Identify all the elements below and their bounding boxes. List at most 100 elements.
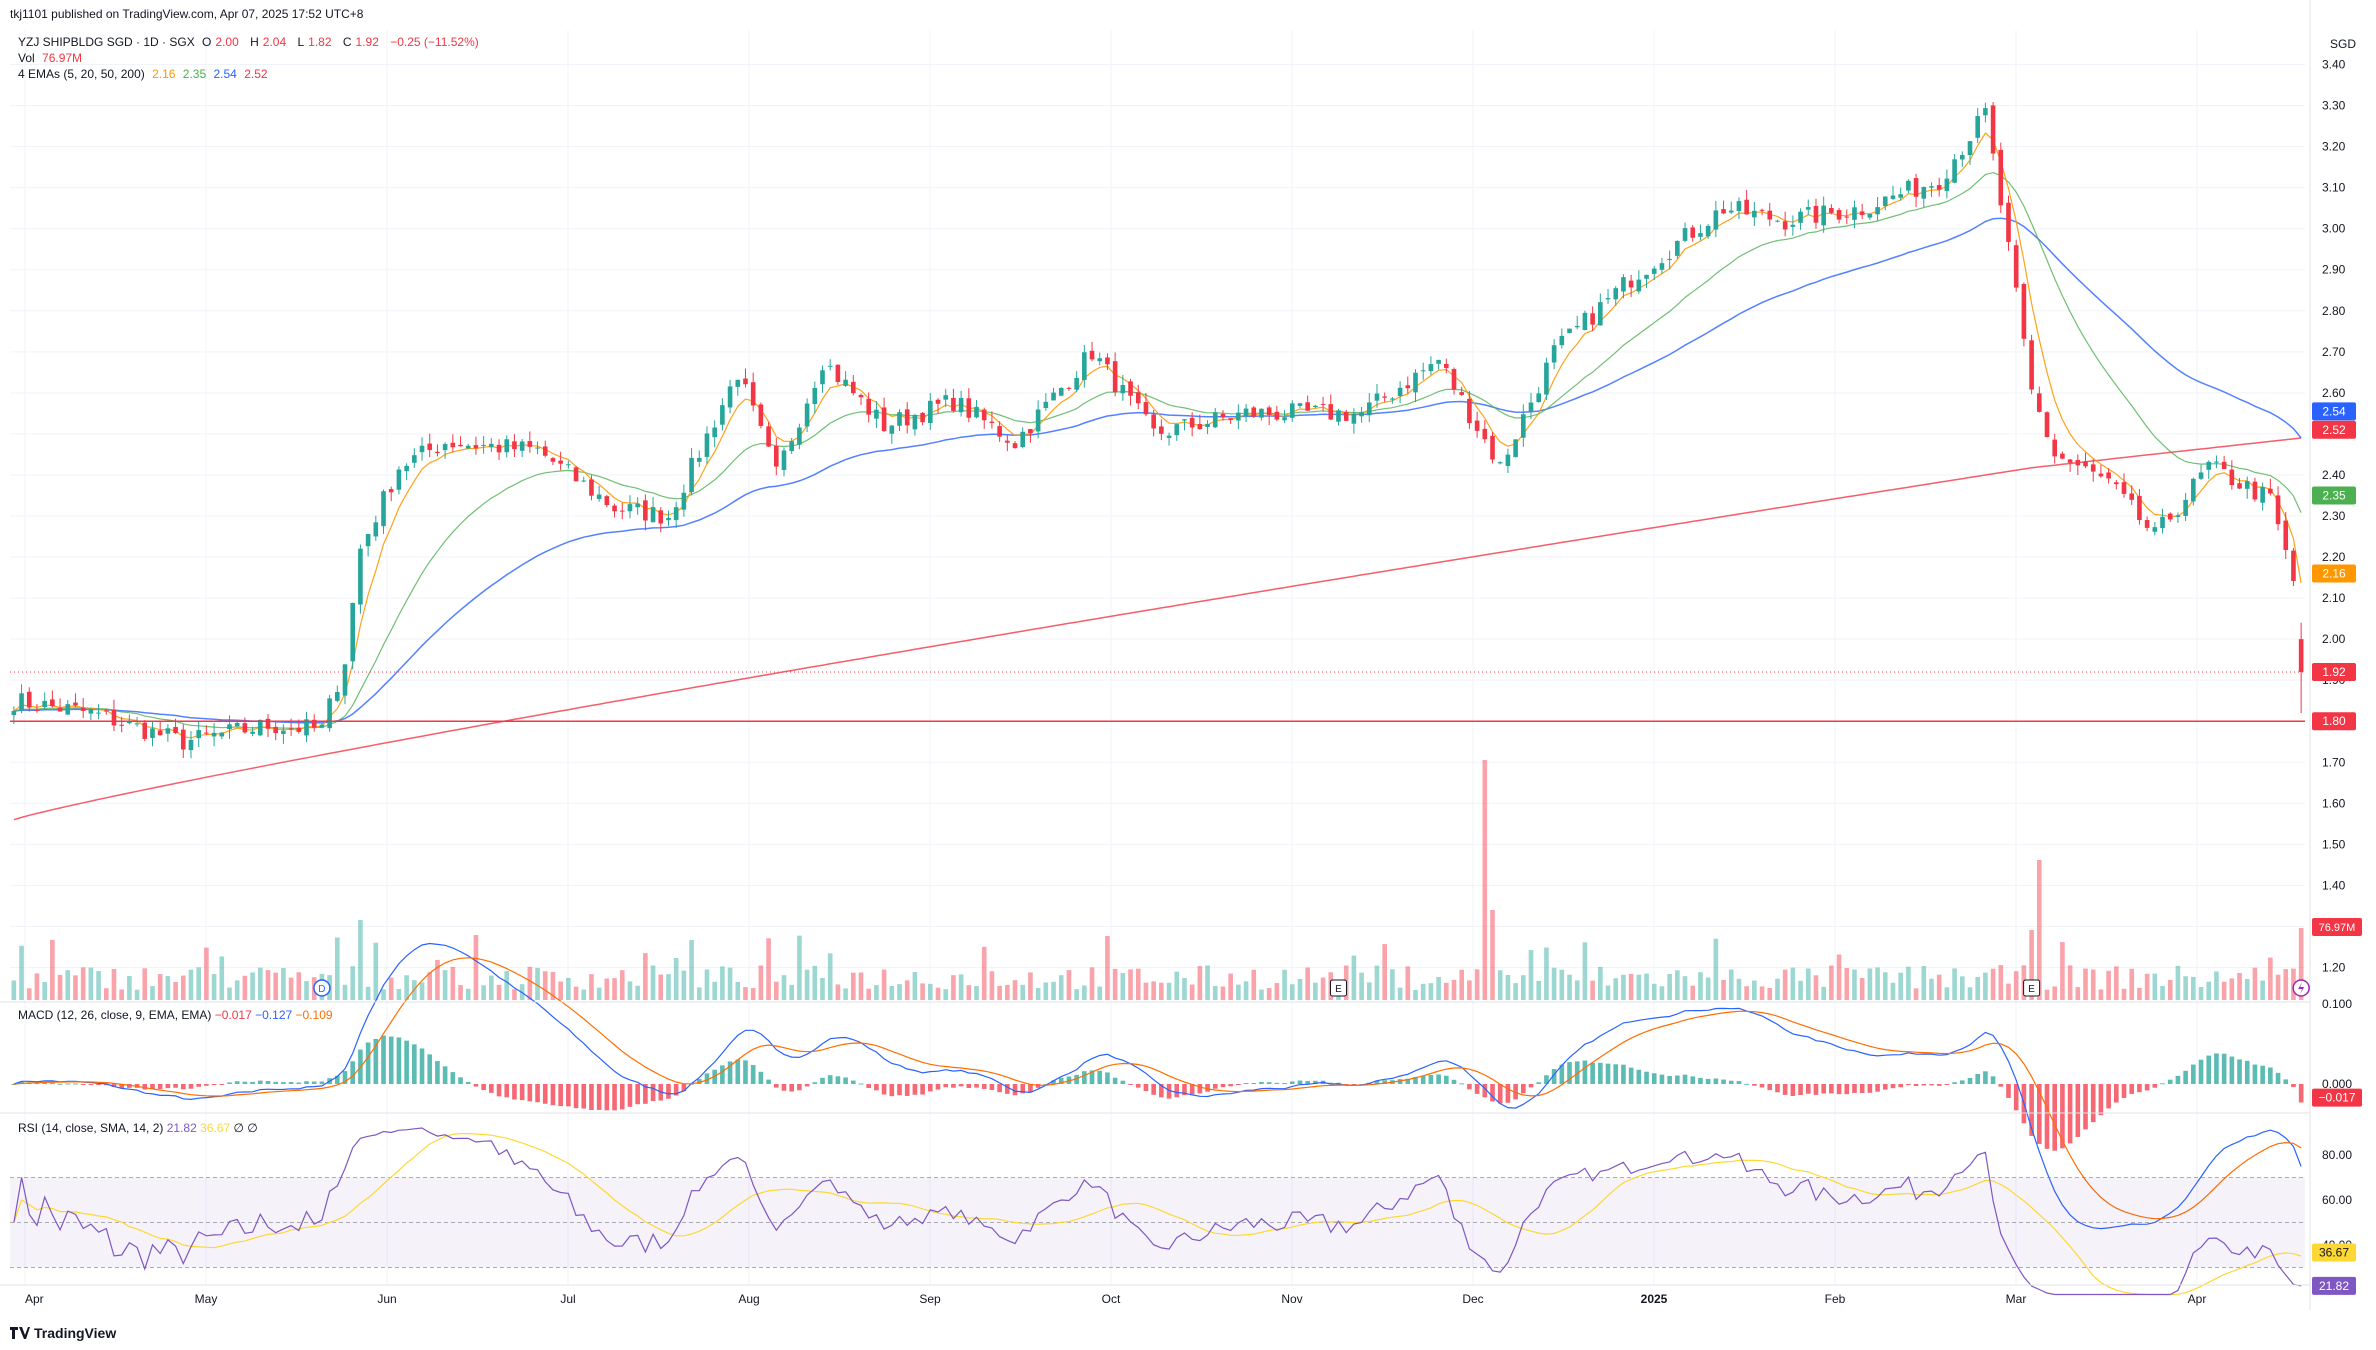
ema200-value: 2.52 <box>244 67 268 81</box>
volume-bar <box>1875 967 1880 1000</box>
volume-bar <box>1621 974 1626 1000</box>
macd-hist-bar <box>1906 1084 1911 1086</box>
macd-hist-bar <box>1443 1075 1449 1084</box>
macd-hist-bar <box>1089 1070 1095 1084</box>
candle-body <box>1474 420 1480 431</box>
macd-hist-bar <box>2075 1084 2081 1137</box>
candle-body <box>1451 369 1457 390</box>
candle-body <box>958 397 964 413</box>
macd-hist-bar <box>2291 1084 2296 1088</box>
low-value: 1.82 <box>308 35 332 49</box>
macd-hist-bar <box>1428 1074 1434 1084</box>
volume-bar <box>1351 955 1357 1000</box>
macd-hist-bar <box>419 1048 425 1084</box>
macd-hist-bar <box>2114 1084 2119 1103</box>
volume-bar <box>1567 974 1572 1000</box>
candle-body <box>1528 402 1534 412</box>
volume-bar <box>589 974 594 1000</box>
macd-hist-bar <box>381 1035 386 1084</box>
volume-bar <box>2137 987 2142 1000</box>
volume-bar <box>481 985 486 1000</box>
macd-hist-bar <box>889 1084 895 1097</box>
macd-hist-bar <box>1675 1075 1680 1084</box>
volume-bar <box>1929 978 1934 1000</box>
macd-hist-bar <box>1859 1084 1865 1093</box>
macd-hist-bar <box>2198 1059 2204 1084</box>
candle-body <box>658 510 664 524</box>
candle-body <box>1559 335 1565 346</box>
volume-bar <box>1690 985 1696 1000</box>
ema-label[interactable]: 4 EMAs (5, 20, 50, 200) <box>18 67 145 81</box>
volume-bar <box>1913 988 1919 1000</box>
macd-hist-bar <box>1767 1084 1773 1091</box>
price-tick-label: 2.10 <box>2322 591 2346 605</box>
candle-body <box>1782 221 1788 230</box>
volume-bar <box>1798 980 1803 1000</box>
volume-bar <box>2044 989 2050 1000</box>
candle-body <box>727 386 733 408</box>
candle-body <box>2106 472 2111 479</box>
macd-hist-bar <box>2160 1083 2165 1085</box>
macd-hist-bar <box>373 1038 379 1084</box>
volume-bar <box>1852 969 1857 1000</box>
macd-hist-bar <box>1690 1076 1696 1084</box>
volume-bar <box>242 975 248 1000</box>
macd-hist-bar <box>11 1084 17 1085</box>
earnings-marker-label: E <box>1335 984 1342 995</box>
price-tick-label: 2.20 <box>2322 550 2346 564</box>
macd-hist-bar <box>1752 1084 1757 1086</box>
macd-hist-bar <box>1128 1084 1133 1085</box>
candle-body <box>1082 352 1087 380</box>
volume-bar <box>850 972 856 1000</box>
candle-body <box>1929 186 1934 188</box>
candle-body <box>2121 482 2127 494</box>
volume-bar <box>1058 975 1064 1000</box>
macd-hist-bar <box>2083 1084 2088 1130</box>
candle-body <box>342 664 348 696</box>
macd-hist-bar <box>388 1036 394 1084</box>
macd-hist-bar <box>173 1084 178 1088</box>
macd-hist-bar <box>558 1084 563 1107</box>
volume-bar <box>204 947 209 1000</box>
candle-body <box>2229 469 2235 486</box>
volume-bar <box>2006 983 2011 1000</box>
volume-bar <box>720 966 725 1000</box>
volume-bar <box>820 978 825 1000</box>
macd-hist-bar <box>1212 1084 1218 1089</box>
volume-legend: Vol 76.97M <box>18 50 86 66</box>
macd-hist-bar <box>1990 1076 1996 1084</box>
macd-hist-bar <box>1058 1077 1064 1084</box>
candle-body <box>281 730 286 734</box>
candle-body <box>1721 209 1726 214</box>
candle-body <box>1813 205 1819 223</box>
macd-hist-bar <box>1798 1084 1803 1095</box>
volume-bar <box>2013 971 2019 1000</box>
volume-bar <box>2129 968 2135 1000</box>
volume-bar <box>1682 976 1688 1000</box>
macd-hist-bar <box>2252 1064 2258 1084</box>
macd-hist-bar <box>2229 1056 2235 1084</box>
volume-bar <box>96 971 101 1000</box>
volume-bar <box>2283 969 2289 1000</box>
volume-label[interactable]: Vol <box>18 51 35 65</box>
volume-bar <box>1443 982 1449 1000</box>
candle-body <box>1983 108 1988 116</box>
volume-bar <box>1728 969 1734 1000</box>
volume-bar <box>1289 984 1295 1000</box>
macd-hist-bar <box>2268 1067 2273 1084</box>
macd-label[interactable]: MACD (12, 26, close, 9, EMA, EMA) <box>18 1008 212 1022</box>
rsi-legend: RSI (14, close, SMA, 14, 2) 21.82 36.67 … <box>18 1121 258 1135</box>
symbol-legend: YZJ SHIPBLDG SGD · 1D · SGX O 2.00 H 2.04 … <box>18 34 483 50</box>
rsi-label[interactable]: RSI (14, close, SMA, 14, 2) <box>18 1121 164 1135</box>
candle-body <box>96 712 101 714</box>
candle-body <box>1251 407 1257 417</box>
rsi-badge: 21.82 <box>2319 1279 2349 1293</box>
symbol-name[interactable]: YZJ SHIPBLDG SGD · 1D · SGX <box>18 35 195 49</box>
brand-name[interactable]: TradingView <box>34 1325 117 1341</box>
macd-hist-bar <box>342 1071 348 1084</box>
volume-bar <box>2229 978 2235 1000</box>
volume-bar <box>1259 989 1264 1000</box>
candle-body <box>1020 431 1026 447</box>
candle-body <box>1590 313 1595 325</box>
